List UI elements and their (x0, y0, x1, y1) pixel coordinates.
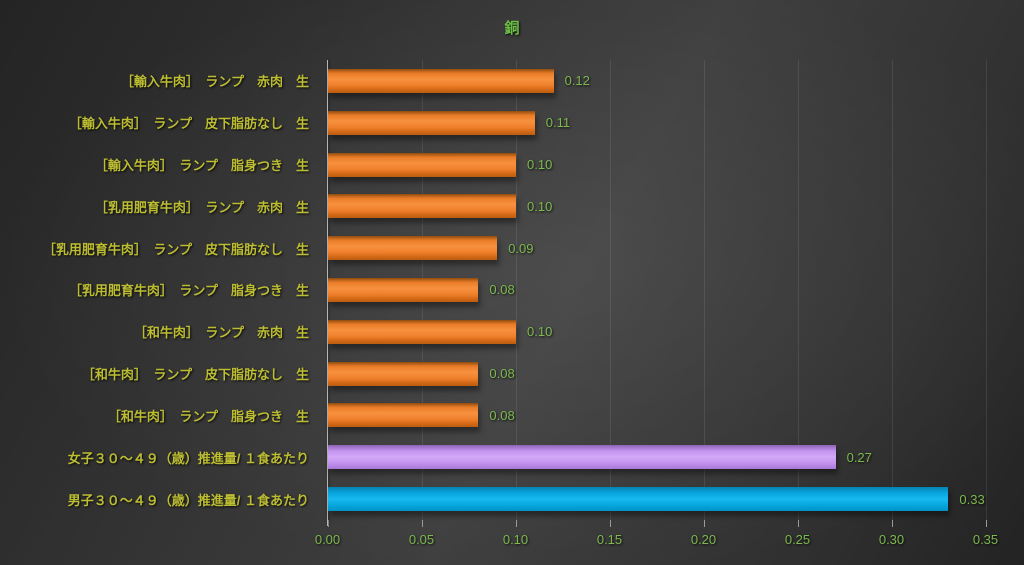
gridline (797, 60, 799, 520)
category-label: ［乳用肥育牛肉］ ランプ 赤肉 生 (94, 199, 309, 215)
x-axis-tick-label: 0.25 (784, 532, 811, 547)
gridline (515, 60, 517, 520)
tick-mark (891, 520, 893, 527)
category-label: 男子３０～４９（歳）推進量/ １食あたり (67, 492, 309, 508)
y-axis-line (327, 60, 328, 526)
category-label: ［輸入牛肉］ ランプ 赤肉 生 (120, 74, 309, 90)
value-label: 0.09 (508, 240, 534, 256)
tick-mark (985, 520, 987, 527)
tick-mark (797, 520, 799, 527)
category-label: ［和牛肉］ ランプ 皮下脂肪なし 生 (81, 367, 309, 383)
value-label: 0.10 (527, 157, 553, 173)
category-label: ［輸入牛肉］ ランプ 脂身つき 生 (94, 158, 309, 174)
value-label: 0.10 (527, 198, 553, 214)
value-label: 0.10 (527, 324, 553, 340)
value-label: 0.08 (489, 282, 515, 298)
bar (328, 319, 516, 344)
bar (328, 68, 554, 93)
x-axis-tick-label: 0.20 (690, 532, 717, 547)
category-label: ［乳用肥育牛肉］ ランプ 脂身つき 生 (68, 283, 309, 299)
bar (328, 361, 479, 386)
value-label: 0.08 (489, 407, 515, 423)
category-label: 女子３０～４９（歳）推進量/ １食あたり (67, 450, 309, 466)
gridline (985, 60, 987, 520)
x-axis-tick-label: 0.30 (878, 532, 905, 547)
bar (328, 194, 516, 219)
chart-title: 銅 (504, 20, 520, 37)
value-label: 0.08 (489, 366, 515, 382)
tick-mark (327, 520, 329, 527)
gridline (703, 60, 705, 520)
gridline (609, 60, 611, 520)
category-label: ［乳用肥育牛肉］ ランプ 皮下脂肪なし 生 (42, 241, 309, 257)
bar (328, 445, 836, 470)
x-axis-tick-label: 0.00 (314, 532, 341, 547)
bar (328, 278, 479, 302)
tick-mark (703, 520, 705, 527)
tick-mark (421, 520, 423, 527)
bar (328, 403, 479, 428)
category-label: ［和牛肉］ ランプ 赤肉 生 (133, 325, 309, 341)
x-axis-tick-label: 0.05 (408, 532, 435, 547)
x-axis-tick-label: 0.15 (596, 532, 623, 547)
value-label: 0.33 (959, 491, 985, 507)
value-label: 0.27 (846, 449, 872, 465)
category-label: ［和牛肉］ ランプ 脂身つき 生 (107, 408, 309, 424)
category-label: ［輸入牛肉］ ランプ 皮下脂肪なし 生 (68, 116, 309, 132)
bar (328, 152, 516, 177)
x-axis-tick-label: 0.10 (502, 532, 529, 547)
bar (328, 236, 498, 261)
x-axis-tick-label: 0.35 (972, 532, 999, 547)
bar (328, 487, 949, 512)
bar (328, 110, 535, 135)
tick-mark (515, 520, 517, 527)
value-label: 0.12 (564, 73, 590, 89)
value-label: 0.11 (545, 115, 571, 131)
gridline (891, 60, 893, 520)
tick-mark (609, 520, 611, 527)
